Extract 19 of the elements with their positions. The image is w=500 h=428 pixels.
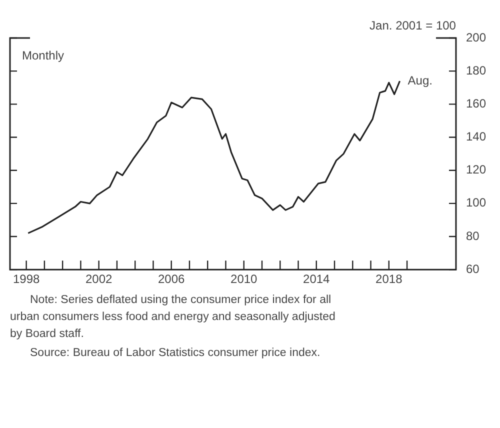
y-axis-title: Jan. 2001 = 100 [370,18,456,32]
x-tick-label: 2002 [85,272,113,286]
y-tick-label: 200 [466,30,486,44]
x-tick-label: 2018 [376,272,403,286]
text: Note: Series deflated using the consumer price index for all urban consumers less food and energy and seasonally adjusted by Board staff. [10,293,336,342]
x-tick-label: 2006 [158,272,186,286]
x-tick-label: 2010 [230,272,258,286]
y-tick-label: 120 [466,162,486,177]
y-tick-label: 180 [466,63,486,78]
source-note: Source: Bureau of Labor Statistics consumer price index. [29,346,322,361]
y-tick-label: 160 [466,96,486,110]
annotation: Monthly [22,48,64,62]
x-tick-label: 2014 [303,272,330,286]
y-tick-label: 140 [466,130,486,144]
x-tick-label: 1998 [12,272,40,286]
annotation: Aug. [408,73,432,88]
y-tick-label: 100 [466,196,486,210]
y-tick-label: 80 [466,228,480,243]
y-tick-label: 60 [466,262,480,276]
